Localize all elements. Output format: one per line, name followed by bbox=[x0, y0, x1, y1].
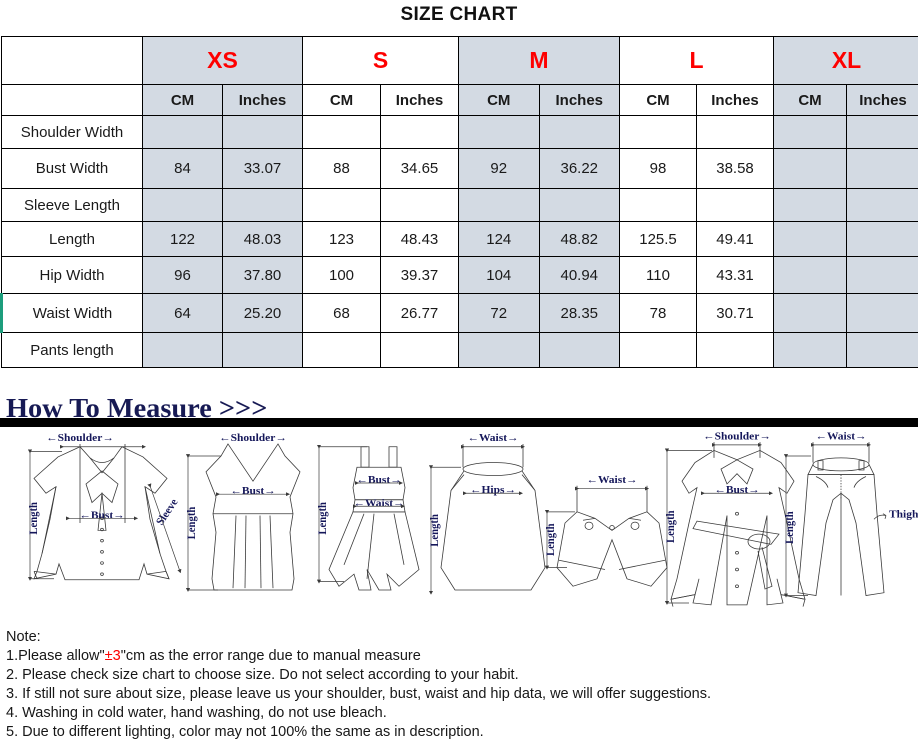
svg-text:←Bust→: ←Bust→ bbox=[356, 474, 401, 486]
svg-text:Length: Length bbox=[784, 511, 796, 544]
svg-text:←Waist→: ←Waist→ bbox=[586, 474, 637, 486]
svg-text:←Shoulder→: ←Shoulder→ bbox=[46, 432, 114, 444]
svg-text:←Shoulder→: ←Shoulder→ bbox=[219, 432, 287, 444]
svg-text:←Bust→: ←Bust→ bbox=[79, 510, 124, 522]
svg-text:←Bust→: ←Bust→ bbox=[714, 485, 759, 497]
svg-text:Sleeve: Sleeve bbox=[154, 497, 181, 527]
svg-text:Thigh: Thigh bbox=[889, 509, 918, 521]
svg-text:←Shoulder→: ←Shoulder→ bbox=[703, 431, 771, 443]
svg-text:Length: Length bbox=[317, 502, 329, 535]
svg-text:Length: Length bbox=[545, 523, 557, 556]
svg-text:Length: Length bbox=[28, 502, 40, 535]
svg-text:←Waist→: ←Waist→ bbox=[467, 432, 518, 444]
svg-text:←Hips→: ←Hips→ bbox=[470, 485, 516, 497]
svg-text:←Waist→: ←Waist→ bbox=[353, 498, 404, 510]
svg-text:←Bust→: ←Bust→ bbox=[230, 486, 275, 498]
svg-text:Length: Length bbox=[186, 507, 198, 540]
svg-text:Length: Length bbox=[429, 514, 441, 547]
svg-text:Length: Length bbox=[665, 510, 677, 543]
svg-text:←Waist→: ←Waist→ bbox=[815, 431, 866, 443]
